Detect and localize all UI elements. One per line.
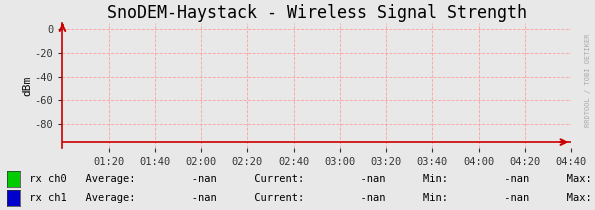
Title: SnoDEM-Haystack - Wireless Signal Strength: SnoDEM-Haystack - Wireless Signal Streng… <box>107 4 527 22</box>
Text: rx ch1   Average:         -nan      Current:         -nan      Min:         -nan: rx ch1 Average: -nan Current: -nan Min: … <box>23 193 595 203</box>
Y-axis label: dBm: dBm <box>22 75 32 96</box>
Text: rx ch0   Average:         -nan      Current:         -nan      Min:         -nan: rx ch0 Average: -nan Current: -nan Min: … <box>23 174 595 184</box>
Text: RRDTOOL / TOBI OETIKER: RRDTOOL / TOBI OETIKER <box>585 33 591 127</box>
